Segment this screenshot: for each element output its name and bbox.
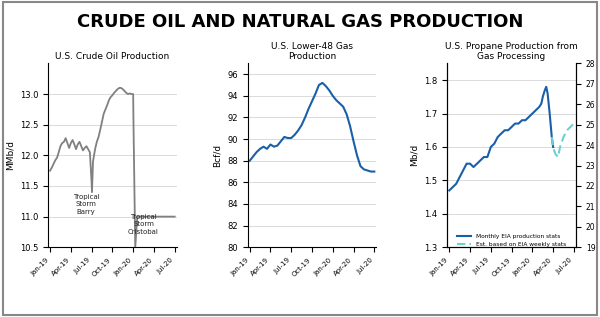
Monthly EIA production stats [460,168,467,172]
Monthly EIA production stats [544,92,551,95]
Title: U.S. Lower-48 Gas
Production: U.S. Lower-48 Gas Production [271,42,353,61]
Est. based on EIA weekly stats [548,135,556,139]
Line: Monthly EIA production stats: Monthly EIA production stats [449,87,553,191]
Monthly EIA production stats [515,122,522,126]
Line: Est. based on EIA weekly stats: Est. based on EIA weekly stats [552,124,574,157]
Monthly EIA production stats [466,162,473,165]
Monthly EIA production stats [532,108,539,112]
Est. based on EIA weekly stats [571,122,578,126]
Monthly EIA production stats [538,102,545,106]
Monthly EIA production stats [497,132,505,135]
Y-axis label: MMb/d: MMb/d [5,140,14,170]
Monthly EIA production stats [546,112,553,115]
Est. based on EIA weekly stats [567,125,574,129]
Monthly EIA production stats [470,165,477,169]
Y-axis label: Bcf/d: Bcf/d [212,144,221,167]
Monthly EIA production stats [449,185,457,189]
Monthly EIA production stats [446,189,453,192]
Monthly EIA production stats [518,118,526,122]
Monthly EIA production stats [539,95,547,99]
Monthly EIA production stats [487,145,494,149]
Y-axis label: Mb/d: Mb/d [410,144,419,166]
Est. based on EIA weekly stats [550,145,557,149]
Monthly EIA production stats [511,122,518,126]
Monthly EIA production stats [550,145,557,149]
Text: Tropical
Storm
Cristobal: Tropical Storm Cristobal [128,214,159,235]
Monthly EIA production stats [526,115,533,119]
Title: U.S. Propane Production from
Gas Processing: U.S. Propane Production from Gas Process… [445,42,578,61]
Monthly EIA production stats [541,88,548,92]
Monthly EIA production stats [536,105,543,109]
Monthly EIA production stats [542,85,550,89]
Monthly EIA production stats [452,182,460,186]
Monthly EIA production stats [481,155,488,159]
Est. based on EIA weekly stats [560,135,567,139]
Title: U.S. Crude Oil Production: U.S. Crude Oil Production [55,52,170,61]
Est. based on EIA weekly stats [556,145,563,149]
Text: CRUDE OIL AND NATURAL GAS PRODUCTION: CRUDE OIL AND NATURAL GAS PRODUCTION [77,13,523,31]
Legend: Monthly EIA production stats, Est. based on EIA weekly stats: Monthly EIA production stats, Est. based… [455,232,569,250]
Monthly EIA production stats [484,155,491,159]
Monthly EIA production stats [501,128,508,132]
Monthly EIA production stats [477,158,484,162]
Est. based on EIA weekly stats [554,155,562,159]
Text: Tropical
Storm
Barry: Tropical Storm Barry [73,194,100,215]
Est. based on EIA weekly stats [563,128,571,132]
Monthly EIA production stats [491,142,498,146]
Monthly EIA production stats [463,162,470,165]
Monthly EIA production stats [548,135,556,139]
Monthly EIA production stats [529,112,536,115]
Monthly EIA production stats [522,118,529,122]
Monthly EIA production stats [456,175,463,179]
Monthly EIA production stats [508,125,515,129]
Est. based on EIA weekly stats [551,152,559,156]
Monthly EIA production stats [505,128,512,132]
Monthly EIA production stats [494,135,502,139]
Monthly EIA production stats [473,162,481,165]
